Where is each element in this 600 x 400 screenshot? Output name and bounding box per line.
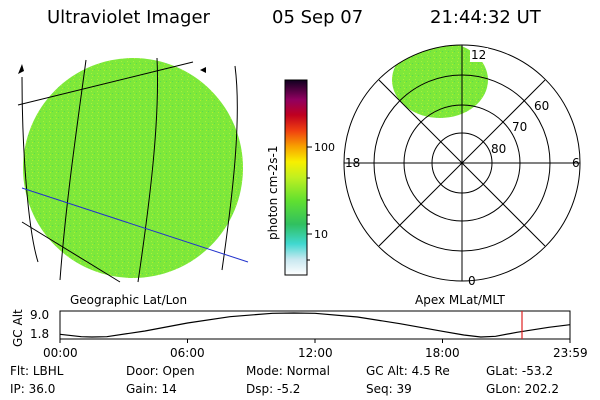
- auroral-patch: [392, 45, 488, 118]
- mlt-label-0: 0: [468, 274, 476, 288]
- lat-label-60: 60: [534, 99, 549, 113]
- geographic-panel: [17, 57, 249, 283]
- longitude-grid: [21, 57, 238, 283]
- colorbar-tick-10: 10: [314, 228, 328, 241]
- x-tick-1200: 12:00: [298, 346, 333, 360]
- mlt-label-12: 12: [471, 48, 486, 62]
- status-ip: IP: 36.0: [10, 382, 56, 396]
- gain-value: 14: [161, 382, 177, 396]
- lat-label-80: 80: [491, 142, 506, 156]
- status-mode: Mode: Normal: [246, 364, 330, 378]
- colorbar-scale: [284, 79, 308, 276]
- lat-label-70: 70: [512, 120, 527, 134]
- status-glat: GLat: -53.2: [486, 364, 553, 378]
- x-tick-1800: 18:00: [425, 346, 460, 360]
- altitude-plot: GC Alt 9.0 1.8 00:00 06:00 12:00 18:00 2…: [11, 308, 588, 360]
- status-glon: GLon: 202.2: [486, 382, 559, 396]
- x-tick-2359: 23:59: [553, 346, 588, 360]
- time-label: 21:44:32 UT: [430, 7, 541, 28]
- colorbar-tick-100: 100: [314, 141, 335, 154]
- mode-value: Normal: [286, 364, 330, 378]
- ip-value: 36.0: [28, 382, 56, 396]
- gc-alt-value: 4.5 Re: [411, 364, 450, 378]
- altitude-ylabel: GC Alt: [11, 309, 25, 347]
- altitude-plot-frame: [59, 310, 571, 340]
- glat-value: -53.2: [521, 364, 553, 378]
- status-gc-alt: GC Alt: 4.5 Re: [366, 364, 450, 378]
- colorbar-unit-label: photon cm-2s-1: [266, 146, 280, 241]
- equator-line: [21, 187, 249, 263]
- polar-panel: 12 18 6 0 60 70 80: [343, 44, 581, 288]
- mlt-label-18: 18: [345, 156, 360, 170]
- door-value: Open: [162, 364, 195, 378]
- filter-value: LBHL: [32, 364, 64, 378]
- colorbar: 100 10 photon cm-2s-1: [266, 79, 335, 276]
- apex-caption: Apex MLat/MLT: [415, 293, 505, 307]
- altitude-curve: [59, 312, 571, 338]
- x-tick-0600: 06:00: [170, 346, 205, 360]
- x-tick-marks: [59, 339, 571, 343]
- status-flt: Flt: LBHL: [10, 364, 64, 378]
- dsp-value: -5.2: [276, 382, 301, 396]
- y-tick-1.8: 1.8: [30, 327, 49, 341]
- status-gain: Gain: 14: [126, 382, 177, 396]
- seq-value: 39: [396, 382, 412, 396]
- mlt-label-6: 6: [572, 156, 580, 170]
- instrument-title: Ultraviolet Imager: [47, 7, 210, 28]
- latitude-line-lower: [21, 221, 121, 283]
- latitude-line: [17, 61, 194, 106]
- date-label: 05 Sep 07: [272, 7, 364, 28]
- glon-value: 202.2: [524, 382, 559, 396]
- earth-disk: [23, 58, 243, 278]
- status-seq: Seq: 39: [366, 382, 412, 396]
- geographic-caption: Geographic Lat/Lon: [70, 293, 187, 307]
- y-tick-9: 9.0: [30, 308, 49, 322]
- x-tick-0000: 00:00: [43, 346, 78, 360]
- status-dsp: Dsp: -5.2: [246, 382, 301, 396]
- status-door: Door: Open: [126, 364, 195, 378]
